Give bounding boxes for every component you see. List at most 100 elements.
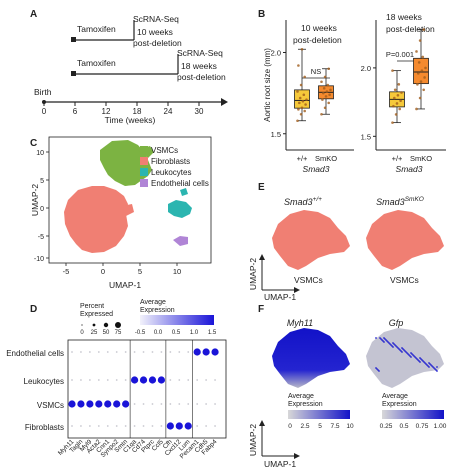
b-point	[304, 103, 307, 106]
d-dot	[196, 425, 199, 427]
c-xlabel: UMAP-1	[109, 280, 141, 290]
panel-a: A Tamoxifen ScRNA-Seq 10 weeks post-dele…	[30, 9, 228, 125]
d-dot	[113, 400, 121, 408]
d-dot	[88, 425, 91, 427]
panel-b-letter: B	[258, 9, 265, 20]
d-dot	[196, 403, 199, 405]
d-dot	[142, 403, 145, 405]
d-dot	[71, 379, 73, 381]
b-point	[396, 93, 400, 97]
c-cluster-leukocyte-small	[180, 188, 188, 196]
d-dot	[88, 379, 91, 381]
b-point	[415, 50, 418, 53]
d-color-tick: 1.5	[208, 330, 217, 336]
d-dot	[97, 425, 100, 427]
f-left-umap	[272, 328, 350, 388]
d-frame	[67, 339, 227, 439]
d-dot	[139, 376, 148, 384]
timeline-arrowhead	[221, 98, 228, 106]
row1-seq-label: ScRNA-Seq	[133, 14, 179, 24]
d-size-dot	[103, 322, 109, 328]
d-dot	[142, 351, 145, 353]
f-right-speckle-dot	[383, 337, 385, 339]
e-yaxis-arrowhead	[259, 254, 265, 260]
f-yaxis-arrowhead	[259, 420, 265, 426]
d-size-title2: Expressed	[80, 311, 113, 318]
d-dot	[115, 351, 118, 353]
f-left-tick: 10	[346, 423, 354, 430]
b-point	[300, 47, 304, 51]
f-right-speckle-dot	[379, 337, 381, 339]
row1-post-label: post-deletion	[133, 38, 182, 48]
b-point	[298, 96, 302, 100]
b-point	[422, 28, 426, 31]
b-point	[418, 96, 422, 100]
c-ytick-label: 5	[40, 178, 44, 185]
f-left-legend-title1: Average	[288, 393, 314, 400]
f-right-tick: 0.75	[416, 423, 429, 430]
f-right-tick: 0.5	[399, 423, 408, 430]
b-point	[323, 75, 327, 79]
c-xtick-label: 10	[173, 267, 181, 276]
b-point	[394, 113, 398, 116]
b-point	[301, 99, 305, 103]
d-dot	[166, 422, 174, 430]
d-size-tick: 75	[115, 330, 122, 336]
d-dot	[214, 379, 216, 381]
f-right-speckle-dot	[375, 367, 377, 369]
d-dot	[133, 425, 136, 427]
f-left-tick: 2.5	[300, 423, 309, 430]
panel-e: E Smad3+/+ Smad3SmKO VSMCs VSMCs UMAP-1 …	[248, 182, 444, 302]
timeline-tick-label: 30	[195, 107, 204, 116]
d-row-label: Endothelial cells	[6, 349, 64, 358]
b-point	[327, 67, 331, 71]
f-right-tick: 0.25	[380, 423, 393, 430]
b-point	[398, 107, 402, 111]
c-cluster-endothelial	[173, 236, 188, 246]
f-right-speckle-dot	[392, 342, 394, 344]
f-left-legend-title2: Expression	[288, 401, 323, 408]
c-legend-label: Leukocytes	[151, 168, 191, 177]
f-xlabel: UMAP-1	[264, 459, 296, 469]
c-legend-swatch	[140, 157, 148, 165]
c-ylabel: UMAP-2	[30, 184, 40, 216]
c-xtick-label: -5	[63, 267, 70, 276]
d-dot	[193, 348, 201, 356]
d-dot	[211, 348, 219, 356]
row2-start-marker	[71, 71, 76, 76]
b-ytick-label: 1.5	[361, 132, 371, 141]
b-point	[392, 104, 395, 108]
d-dot	[151, 425, 154, 427]
b-ytick-label: 1.5	[271, 130, 281, 139]
d-dot	[187, 351, 190, 353]
b-right-stat: P=0.001	[386, 50, 414, 59]
e-title-left: Smad3+/+	[284, 196, 322, 207]
b-point	[400, 91, 403, 94]
row2-weeks-label: 18 weeks	[181, 61, 217, 71]
b-point	[300, 106, 304, 110]
b-point	[297, 108, 300, 111]
d-dot	[205, 379, 208, 381]
d-dot	[122, 400, 130, 408]
b-point	[299, 112, 303, 116]
d-dot	[77, 400, 85, 408]
d-color-tick: 0.0	[154, 330, 163, 336]
d-dot	[80, 425, 82, 427]
b-point	[323, 106, 327, 110]
row1-weeks-label: 10 weeks	[137, 27, 173, 37]
d-size-tick: 50	[103, 330, 110, 336]
panel-f: F Myh11 Gfp Average Expression 0 2.5 5 7.5 1…	[248, 304, 447, 469]
e-title-right: Smad3SmKO	[376, 196, 424, 207]
b-right-gene: Smad3	[396, 164, 423, 174]
b-point	[298, 101, 301, 105]
f-right-speckle-dot	[428, 362, 430, 364]
b-point	[296, 90, 299, 93]
b-point	[422, 88, 426, 92]
d-dot	[124, 425, 127, 427]
f-right-umap	[366, 328, 444, 388]
panel-c: C VSMCs Fibroblasts Leukocytes Endothelial …	[30, 136, 212, 290]
timeline-tick-label: 0	[42, 107, 47, 116]
d-row-label: VSMCs	[37, 401, 64, 410]
d-dot	[205, 425, 208, 427]
